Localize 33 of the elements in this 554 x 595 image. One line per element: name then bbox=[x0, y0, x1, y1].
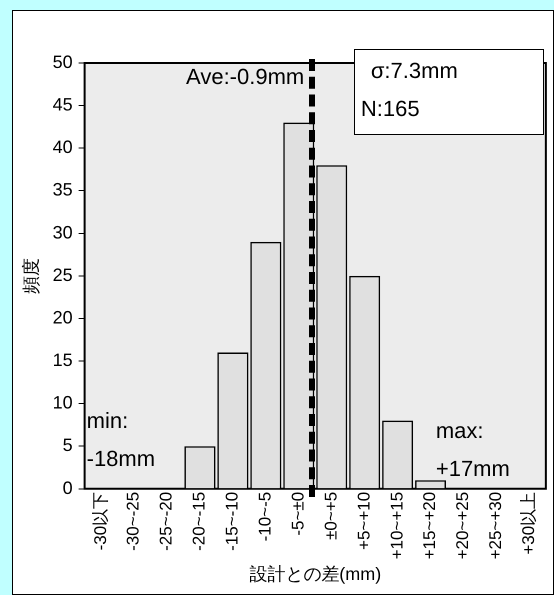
y-tick-label: 50 bbox=[52, 52, 73, 72]
annotation: Ave:-0.9mm bbox=[186, 64, 304, 90]
y-tick-label: 0 bbox=[62, 478, 73, 498]
y-tick-label: 40 bbox=[52, 137, 73, 158]
annotation: max: +17mm bbox=[436, 418, 510, 481]
y-tick-label: 45 bbox=[52, 94, 73, 115]
x-tick-label: -30以下 bbox=[90, 492, 110, 550]
x-tick-label: -25~-20 bbox=[156, 492, 176, 551]
x-tick-label: +20~+25 bbox=[453, 492, 472, 560]
annotation: σ:7.3mm bbox=[370, 57, 459, 85]
text-box: σ:7.3mm N:165 bbox=[354, 49, 544, 135]
x-tick-label: -15~-10 bbox=[222, 492, 242, 551]
y-tick-label: 20 bbox=[52, 307, 73, 328]
x-tick-label: -30~-25 bbox=[124, 492, 143, 551]
x-tick-label: ±0~+5 bbox=[321, 492, 340, 540]
x-axis-title: 設計との差(mm) bbox=[249, 564, 382, 584]
x-tick-label: +10~+15 bbox=[387, 492, 406, 560]
y-tick-label: 15 bbox=[52, 350, 73, 370]
x-tick-label: -10~-5 bbox=[256, 492, 275, 542]
x-tick-label: -20~-15 bbox=[190, 492, 209, 551]
y-tick-label: 25 bbox=[52, 264, 73, 285]
x-tick-label: +15~+20 bbox=[420, 492, 440, 560]
y-tick-label: 35 bbox=[52, 180, 73, 200]
y-tick-label: 30 bbox=[52, 222, 73, 242]
x-tick-label: +25~+30 bbox=[486, 492, 506, 560]
y-axis-title: 頻度 bbox=[20, 258, 41, 294]
x-tick-label: -5~±0 bbox=[288, 492, 308, 536]
annotation: N:165 bbox=[360, 95, 421, 123]
y-tick-label: 5 bbox=[62, 435, 73, 456]
annotation: min: -18mm bbox=[86, 408, 156, 471]
x-tick-label: +5~+10 bbox=[354, 492, 374, 550]
x-tick-label: +30以上 bbox=[519, 492, 538, 555]
y-tick-label: 10 bbox=[52, 392, 73, 413]
